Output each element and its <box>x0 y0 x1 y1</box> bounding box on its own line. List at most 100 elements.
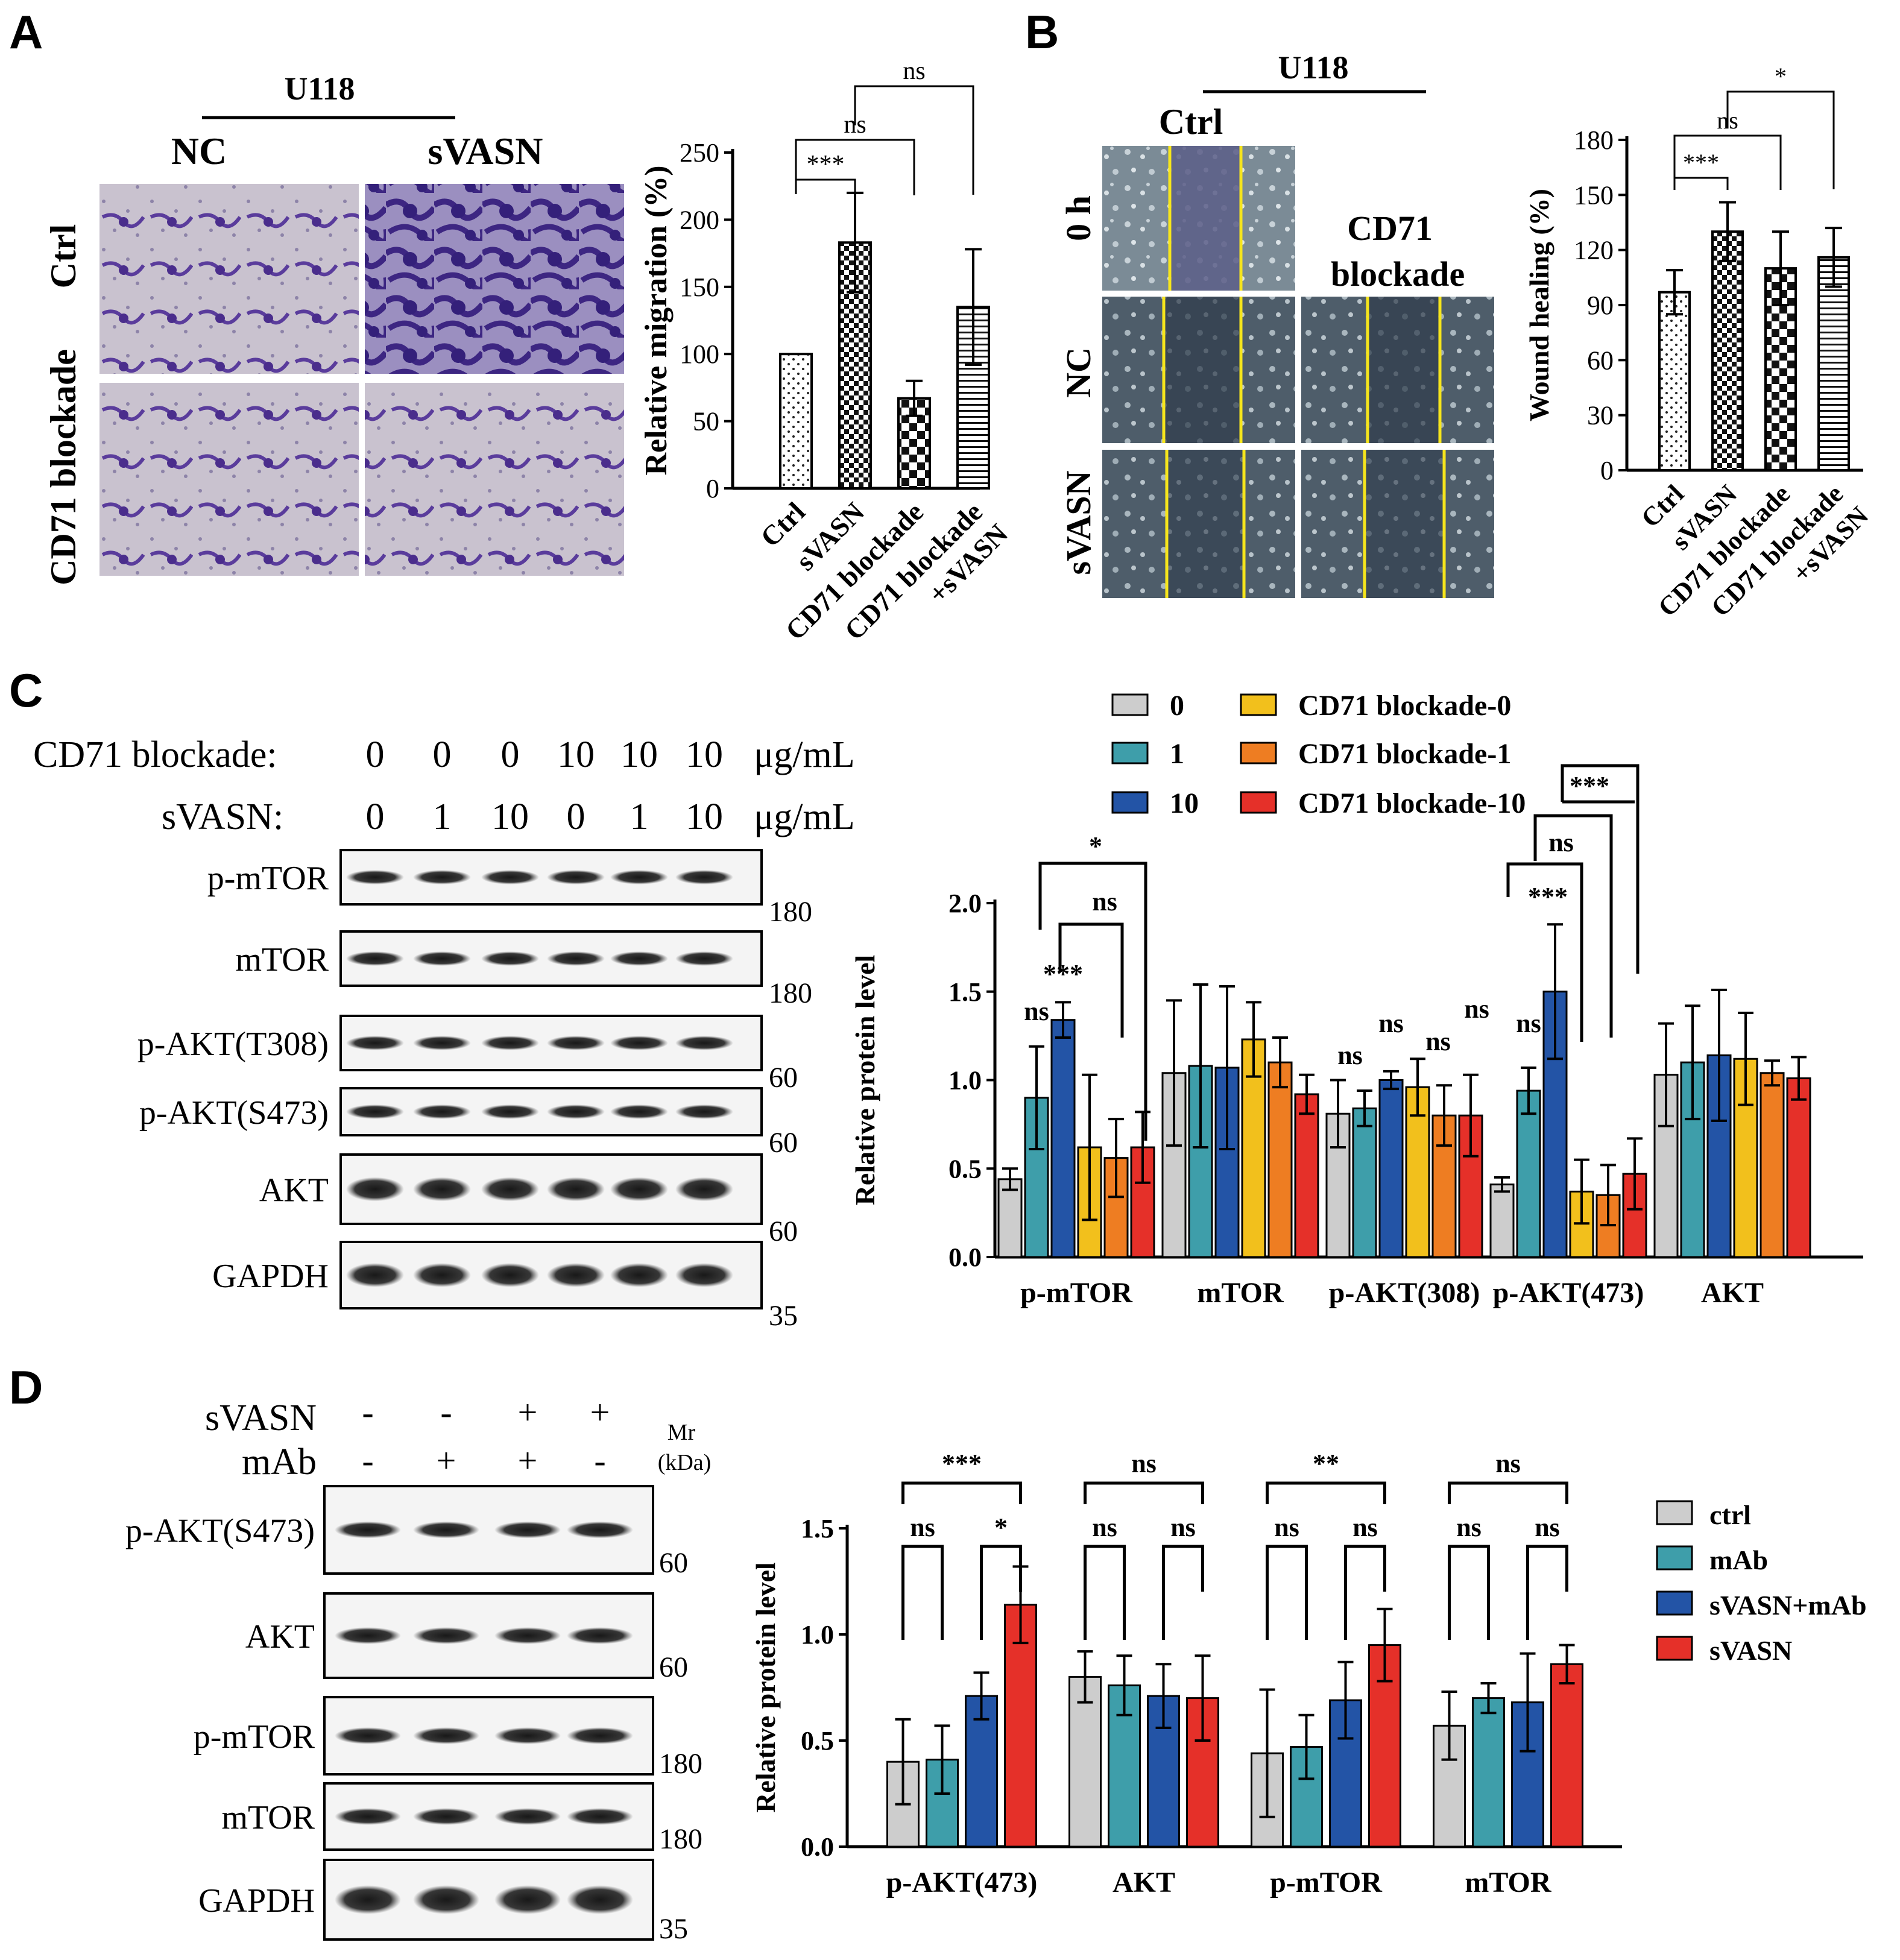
significance-bracket <box>1673 134 1782 190</box>
y-tick-label: 180 <box>1574 125 1614 155</box>
y-tick-label: 2.0 <box>948 889 982 918</box>
band <box>494 1808 561 1825</box>
significance-label: *** <box>1570 771 1609 801</box>
legend-label: CD71 blockade-1 <box>1298 738 1511 770</box>
legend-swatch <box>1111 791 1149 814</box>
bar <box>1352 1107 1377 1258</box>
band <box>413 870 471 884</box>
svasn-treatment-label: sVASN: <box>162 796 283 837</box>
significance-label: * <box>1775 63 1787 90</box>
molecular-weight: 180 <box>769 977 812 1009</box>
mr-label-1: Mr <box>668 1420 696 1445</box>
bar <box>1267 1061 1293 1258</box>
band <box>567 1727 633 1744</box>
legend-swatch <box>1656 1545 1693 1571</box>
bar <box>1711 230 1744 471</box>
significance-label: ns <box>1535 1513 1560 1542</box>
y-tick-label: 1.0 <box>801 1620 834 1650</box>
svasn-dose: 0 <box>567 796 585 837</box>
blot-label: mTOR <box>221 1799 315 1836</box>
significance-label: * <box>1089 831 1102 861</box>
category-label: mTOR <box>1197 1277 1284 1309</box>
band <box>567 1885 633 1914</box>
band <box>346 1263 404 1287</box>
bar <box>1294 1093 1319 1258</box>
western-blots-c: p-mTOR 180 mTOR 180 p-AKT(T308) 60 p-AKT(S473)… <box>137 849 812 1332</box>
mab-sign: + <box>518 1441 538 1480</box>
y-tick-label: 120 <box>1574 236 1614 265</box>
significance-label: ns <box>1425 1027 1451 1056</box>
band <box>547 870 605 884</box>
legend-swatch <box>1111 742 1149 764</box>
molecular-weight: 60 <box>769 1215 798 1247</box>
row-label-nc-b: NC <box>1059 347 1098 398</box>
bar <box>1786 1077 1811 1258</box>
bar <box>1550 1663 1583 1848</box>
molecular-weight: 60 <box>769 1062 798 1094</box>
category-label: p-AKT(473) <box>886 1867 1038 1899</box>
mab-sign: - <box>362 1441 373 1480</box>
category-label: AKT <box>1701 1277 1764 1309</box>
significance-bracket <box>980 1545 1022 1640</box>
significance-label: ns <box>1352 1513 1378 1542</box>
unit-label-2: μg/mL <box>754 796 855 837</box>
row-label-svasn-b: sVASN <box>1059 470 1098 575</box>
band <box>346 1104 404 1119</box>
band <box>494 1521 561 1539</box>
band <box>675 1177 733 1202</box>
y-tick-label: 0.5 <box>801 1726 834 1756</box>
legend-label: CD71 blockade-10 <box>1298 787 1526 819</box>
row-label-ctrl: Ctrl <box>43 224 83 289</box>
y-tick-label: 90 <box>1587 291 1614 320</box>
band <box>610 951 668 966</box>
band <box>413 1808 479 1825</box>
significance-label: *** <box>942 1449 982 1478</box>
significance-bracket <box>1266 1481 1386 1504</box>
legend: ctrl mAb sVASN+mAb sVASN <box>1656 1499 1867 1666</box>
band <box>481 1177 539 1202</box>
significance-label: ns <box>910 1513 935 1542</box>
significance-bracket <box>1266 1545 1308 1640</box>
band <box>481 951 539 966</box>
band <box>413 1521 479 1539</box>
svasn-dose: 1 <box>433 796 452 837</box>
bar <box>965 1695 998 1848</box>
category-label: p-AKT(473) <box>1493 1277 1644 1309</box>
significance-bracket <box>795 139 915 195</box>
ctrl-label-b: Ctrl <box>1159 102 1223 142</box>
band <box>413 951 471 966</box>
significance-label: ns <box>1464 994 1489 1024</box>
y-tick-label: 150 <box>680 273 719 302</box>
bar <box>1760 1072 1785 1258</box>
svasn-dose: 1 <box>630 796 649 837</box>
blot-label: GAPDH <box>198 1882 315 1920</box>
band <box>335 1627 401 1644</box>
band <box>547 951 605 966</box>
western-blots-d: p-AKT(S473) 60 AKT 60 p-mTOR 180 mTOR 180 GAPDH 3… <box>125 1485 702 1945</box>
band <box>494 1885 561 1914</box>
band <box>610 1263 668 1287</box>
significance-label: ns <box>1378 1009 1404 1038</box>
significance-bracket <box>1084 1481 1204 1504</box>
cell-line-label-b: U118 <box>1278 49 1348 86</box>
significance-bracket <box>1448 1481 1568 1504</box>
band <box>481 1104 539 1119</box>
band <box>413 1627 479 1644</box>
significance-label: ns <box>1131 1449 1157 1478</box>
cd71-label-b2: blockade <box>1331 254 1465 294</box>
cd71-dose: 10 <box>686 734 723 775</box>
cell-line-label-a: U118 <box>284 71 355 107</box>
wound-images <box>1102 146 1494 598</box>
band <box>547 1177 605 1202</box>
band <box>413 1104 471 1119</box>
band <box>335 1727 401 1744</box>
significance-label: ns <box>1495 1449 1521 1478</box>
molecular-weight: 35 <box>659 1913 688 1945</box>
blot-label: p-AKT(S473) <box>139 1094 329 1132</box>
significance-label: * <box>994 1513 1008 1542</box>
significance-bracket <box>1533 814 1613 1038</box>
band <box>413 1727 479 1744</box>
band <box>567 1808 633 1825</box>
legend-swatch <box>1240 693 1277 716</box>
significance-label: ns <box>903 57 925 85</box>
